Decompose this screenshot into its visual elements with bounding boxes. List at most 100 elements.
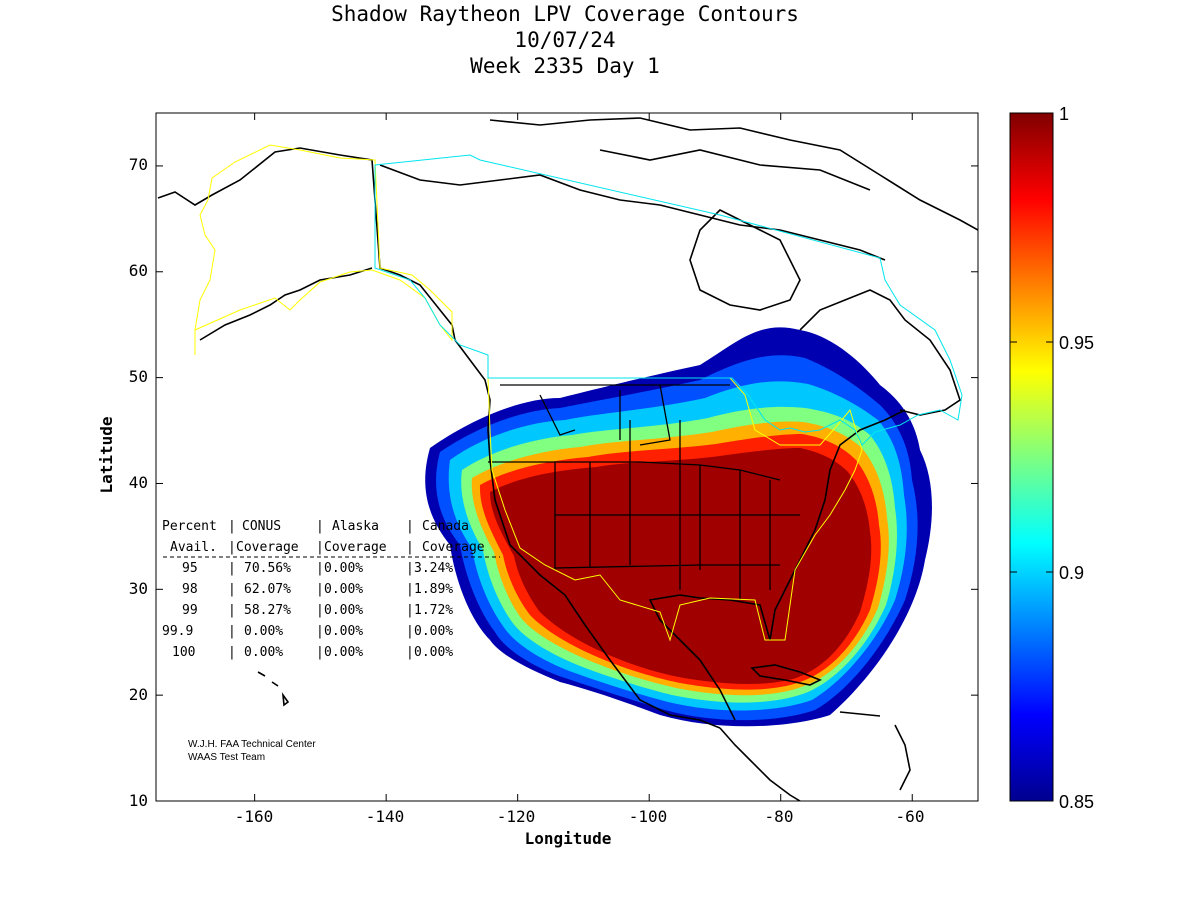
credits-line-2: WAAS Test Team: [188, 752, 265, 763]
x-axis-label: Longitude: [525, 829, 612, 848]
table-sep: |: [228, 561, 236, 576]
table-sep: |: [406, 624, 414, 639]
table-cell: 99.9: [162, 624, 193, 639]
table-header-alaska: Alaska: [332, 519, 379, 534]
x-tick-labels: -160 -140 -120 -100 -80 -60: [235, 807, 925, 826]
table-cell: 0.00%: [244, 624, 283, 639]
table-sep: |: [406, 561, 414, 576]
y-tick-label: 20: [129, 685, 148, 704]
table-cell: 99: [182, 603, 198, 618]
table-cell: 95: [182, 561, 198, 576]
table-cell: 0.00%: [324, 624, 363, 639]
table-header-percent: Percent: [162, 519, 217, 534]
y-tick-label: 30: [129, 579, 148, 598]
colorbar-ticks: [1010, 341, 1053, 573]
coastline-arctic: [379, 164, 886, 261]
table-sep: |: [316, 540, 324, 555]
y-axis-label: Latitude: [97, 416, 116, 493]
table-sep: |: [228, 540, 236, 555]
table-sep: |: [316, 519, 324, 534]
x-tick-label: -60: [896, 807, 925, 826]
x-tick-label: -140: [366, 807, 405, 826]
plot-frame: [155, 112, 979, 802]
table-sep: |: [406, 519, 414, 534]
table-header-coverage: Coverage: [422, 540, 485, 555]
table-header-conus: CONUS: [242, 519, 281, 534]
table-sep: |: [406, 540, 414, 555]
table-cell: 0.00%: [324, 561, 363, 576]
coastline-central-america: [719, 727, 801, 801]
table-sep: |: [316, 582, 324, 597]
x-tick-label: -100: [629, 807, 668, 826]
table-cell: 3.24%: [414, 561, 453, 576]
table-sep: |: [228, 603, 236, 618]
y-tick-labels: 10 20 30 40 50 60 70: [129, 155, 148, 810]
colorbar: [1009, 112, 1054, 802]
alaska-boundary: [194, 144, 453, 355]
table-header-coverage: Coverage: [236, 540, 299, 555]
map-area: [157, 117, 978, 801]
coastline-pacific-us: [487, 429, 721, 729]
table-sep: |: [228, 645, 236, 660]
conus-boundary: [487, 377, 863, 642]
table-cell: 100: [172, 645, 195, 660]
table-header-coverage: Coverage: [324, 540, 387, 555]
coastline-cuba: [750, 664, 822, 686]
coverage-stats-table: Percent | CONUS | Alaska | Canada Avail.…: [162, 519, 500, 660]
table-sep: |: [406, 582, 414, 597]
y-tick-label: 10: [129, 791, 148, 810]
title-line-2: 10/07/24: [514, 28, 615, 52]
table-cell: 0.00%: [324, 582, 363, 597]
y-tick-label: 50: [129, 367, 148, 386]
table-cell: 0.00%: [414, 645, 453, 660]
y-tick-label: 60: [129, 261, 148, 280]
x-tick-label: -160: [235, 807, 274, 826]
x-tick-label: -80: [765, 807, 794, 826]
table-cell: 98: [182, 582, 198, 597]
colorbar-label: 0.85: [1059, 792, 1094, 812]
table-cell: 1.72%: [414, 603, 453, 618]
colorbar-label: 0.95: [1059, 333, 1094, 353]
table-sep: |: [316, 561, 324, 576]
table-cell: 58.27%: [244, 603, 291, 618]
us-state-borders: [488, 384, 800, 600]
coastline-hudson-bay: [689, 209, 801, 311]
table-sep: |: [316, 624, 324, 639]
coastline-alaska: [157, 147, 456, 341]
coastline-arctic-islands: [489, 117, 978, 231]
table-header-canada: Canada: [422, 519, 469, 534]
table-sep: |: [228, 624, 236, 639]
table-sep: |: [316, 603, 324, 618]
x-tick-label: -120: [497, 807, 536, 826]
table-rows: 95 | 70.56% | 0.00% | 3.24%98 | 62.07% | 0.00% | 1.8…: [162, 561, 453, 660]
y-tick-label: 70: [129, 155, 148, 174]
table-sep: |: [406, 645, 414, 660]
credits-line-1: W.J.H. FAA Technical Center: [188, 739, 316, 750]
title-line-3: Week 2335 Day 1: [470, 54, 660, 78]
table-cell: 70.56%: [244, 561, 291, 576]
table-sep: |: [228, 582, 236, 597]
title-line-1: Shadow Raytheon LPV Coverage Contours: [331, 2, 799, 26]
axis-ticks: [156, 113, 978, 802]
table-cell: 0.00%: [324, 645, 363, 660]
coverage-contours: [425, 327, 932, 727]
coastlines: [157, 117, 978, 801]
table-cell: 0.00%: [414, 624, 453, 639]
y-tick-label: 40: [129, 473, 148, 492]
table-cell: 0.00%: [324, 603, 363, 618]
table-cell: 1.89%: [414, 582, 453, 597]
colorbar-label: 0.9: [1059, 563, 1084, 583]
canada-boundary: [374, 154, 963, 446]
conus-alaska-boundary: [194, 144, 863, 642]
colorbar-label: 1: [1059, 104, 1069, 124]
table-sep: |: [406, 603, 414, 618]
table-sep: |: [228, 519, 236, 534]
table-header-avail: Avail.: [170, 540, 217, 555]
coastline-caribbean: [839, 711, 911, 791]
table-sep: |: [316, 645, 324, 660]
table-cell: 62.07%: [244, 582, 291, 597]
colorbar-labels: 1 0.95 0.9 0.85: [1059, 104, 1094, 812]
table-cell: 0.00%: [244, 645, 283, 660]
coastline-hawaii: [257, 671, 290, 707]
